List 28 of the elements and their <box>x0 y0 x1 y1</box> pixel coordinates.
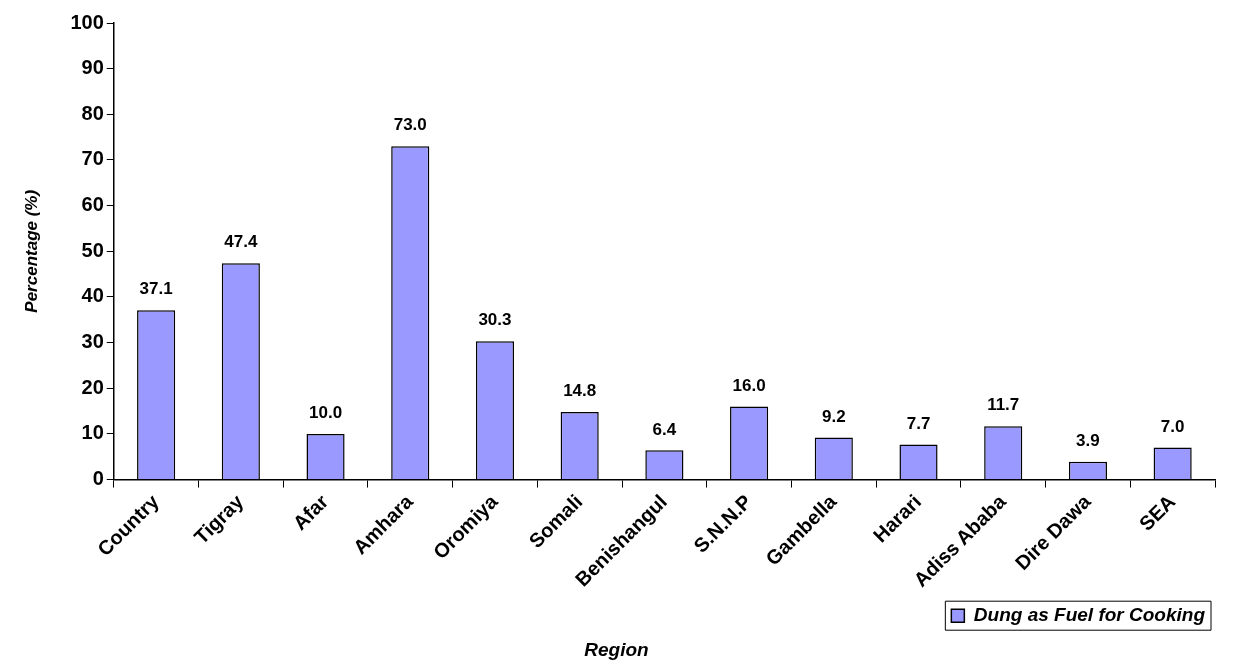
data-label: 37.1 <box>139 279 173 299</box>
y-tick-label: 10 <box>81 421 104 444</box>
y-axis-title: Percentage (%) <box>21 189 41 313</box>
y-tick-label: 70 <box>81 147 104 170</box>
data-label: 7.7 <box>906 413 931 433</box>
data-label: 16.0 <box>732 375 766 395</box>
data-label: 73.0 <box>393 115 427 135</box>
data-label: 7.0 <box>1160 416 1185 436</box>
y-tick-label: 40 <box>81 284 104 307</box>
data-label: 11.7 <box>987 395 1020 415</box>
data-label: 14.8 <box>563 381 597 401</box>
data-label: 47.4 <box>224 232 258 252</box>
y-tick-label: 80 <box>81 101 104 124</box>
y-tick-label: 50 <box>81 238 104 261</box>
data-label: 10.0 <box>309 403 343 423</box>
x-axis-title: Region <box>584 638 649 660</box>
x-tick-label: SEA <box>1134 490 1180 535</box>
data-label: 6.4 <box>652 419 677 439</box>
data-label: 30.3 <box>478 310 512 330</box>
data-label: 3.9 <box>1076 430 1100 450</box>
y-tick-label: 20 <box>81 375 104 398</box>
data-label: 9.2 <box>821 406 846 426</box>
y-tick-label: 30 <box>81 330 104 353</box>
y-tick-label: 90 <box>81 56 104 79</box>
y-tick-label: 0 <box>92 467 104 490</box>
legend-label: Dung as Fuel for Cooking <box>973 603 1206 625</box>
y-tick-label: 100 <box>70 10 104 33</box>
y-tick-label: 60 <box>81 193 104 216</box>
